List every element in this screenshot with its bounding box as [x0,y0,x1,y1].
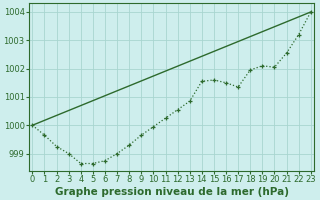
X-axis label: Graphe pression niveau de la mer (hPa): Graphe pression niveau de la mer (hPa) [55,187,289,197]
